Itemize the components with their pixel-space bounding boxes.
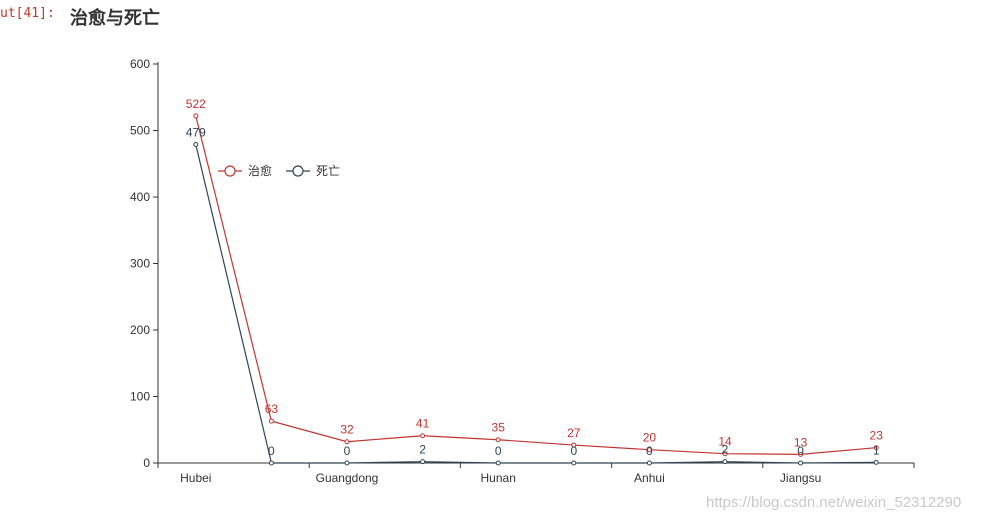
data-point [873, 445, 879, 451]
chart-title: 治愈与死亡 [70, 8, 160, 29]
data-point [193, 113, 199, 119]
x-tick-label: Hunan [481, 471, 516, 485]
data-point [646, 447, 652, 453]
legend-marker [224, 165, 236, 177]
data-label: 0 [646, 444, 653, 458]
legend-label: 治愈 [248, 163, 272, 178]
data-label: 479 [186, 125, 206, 139]
legend-marker [292, 165, 304, 177]
data-point [420, 433, 426, 439]
data-point [344, 460, 350, 466]
data-point [798, 451, 804, 457]
data-label: 35 [492, 421, 506, 435]
data-point [571, 442, 577, 448]
data-label: 13 [794, 435, 808, 449]
data-point [420, 459, 426, 465]
data-label: 14 [718, 435, 732, 449]
data-point [193, 141, 199, 147]
data-point [722, 459, 728, 465]
x-tick-label: Guangdong [316, 471, 379, 485]
data-point [344, 439, 350, 445]
data-label: 23 [870, 429, 884, 443]
series-line-1 [195, 115, 877, 455]
data-label: 20 [643, 431, 657, 445]
data-label: 27 [567, 426, 581, 440]
legend-label: 死亡 [316, 164, 340, 178]
y-tick-label: 200 [130, 323, 150, 337]
series-line-2 [195, 144, 877, 464]
data-label: 1 [873, 443, 880, 457]
data-label: 2 [722, 443, 729, 457]
y-tick-label: 0 [143, 456, 150, 470]
data-label: 522 [186, 97, 206, 111]
data-point [798, 460, 804, 466]
y-tick-label: 600 [130, 57, 150, 71]
data-label: 32 [340, 423, 354, 437]
data-point [646, 460, 652, 466]
data-label: 0 [570, 444, 577, 458]
data-label: 41 [416, 417, 430, 431]
data-point [495, 460, 501, 466]
y-tick-label: 400 [130, 190, 150, 204]
data-point [495, 437, 501, 443]
x-tick-label: Hubei [180, 471, 211, 485]
data-point [268, 460, 274, 466]
y-tick-label: 100 [130, 390, 150, 404]
watermark: https://blog.csdn.net/weixin_52312290 [706, 494, 962, 511]
data-point [268, 418, 274, 424]
data-label: 2 [419, 443, 426, 457]
data-label: 0 [344, 444, 351, 458]
data-label: 63 [265, 402, 279, 416]
x-tick-label: Jiangsu [780, 471, 821, 485]
data-point [722, 451, 728, 457]
x-tick-label: Anhui [634, 471, 665, 485]
data-point [873, 459, 879, 465]
cell-prompt: ut[41]: [0, 6, 55, 21]
data-label: 0 [797, 444, 804, 458]
y-tick-label: 500 [130, 124, 150, 138]
data-label: 0 [495, 444, 502, 458]
data-label: 0 [268, 444, 275, 458]
data-point [571, 460, 577, 466]
y-tick-label: 300 [130, 257, 150, 271]
